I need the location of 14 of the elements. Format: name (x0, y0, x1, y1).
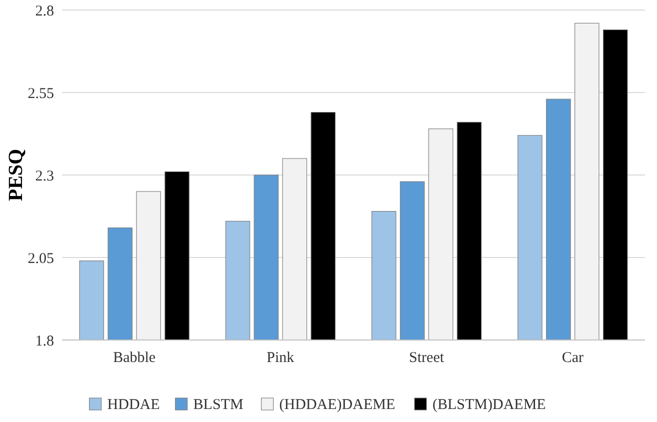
x-tick-label: Pink (266, 350, 295, 366)
x-tick-label: Car (562, 350, 584, 366)
y-tick-label: 2.55 (28, 86, 54, 102)
y-tick-label: 2.3 (35, 168, 54, 184)
legend-label: (HDDAE)DAEME (279, 397, 396, 413)
y-tick-label: 1.8 (35, 333, 54, 350)
x-tick-label: Babble (113, 350, 156, 366)
legend-label: BLSTM (193, 397, 244, 413)
y-tick-label: 2.05 (28, 250, 54, 267)
legend-label: HDDAE (107, 397, 160, 413)
y-tick-label: 2.8 (35, 3, 54, 20)
y-axis-title: PESQ (5, 148, 27, 202)
legend-label: (BLSTM)DAEME (432, 397, 546, 413)
x-tick-label: Street (409, 350, 445, 366)
